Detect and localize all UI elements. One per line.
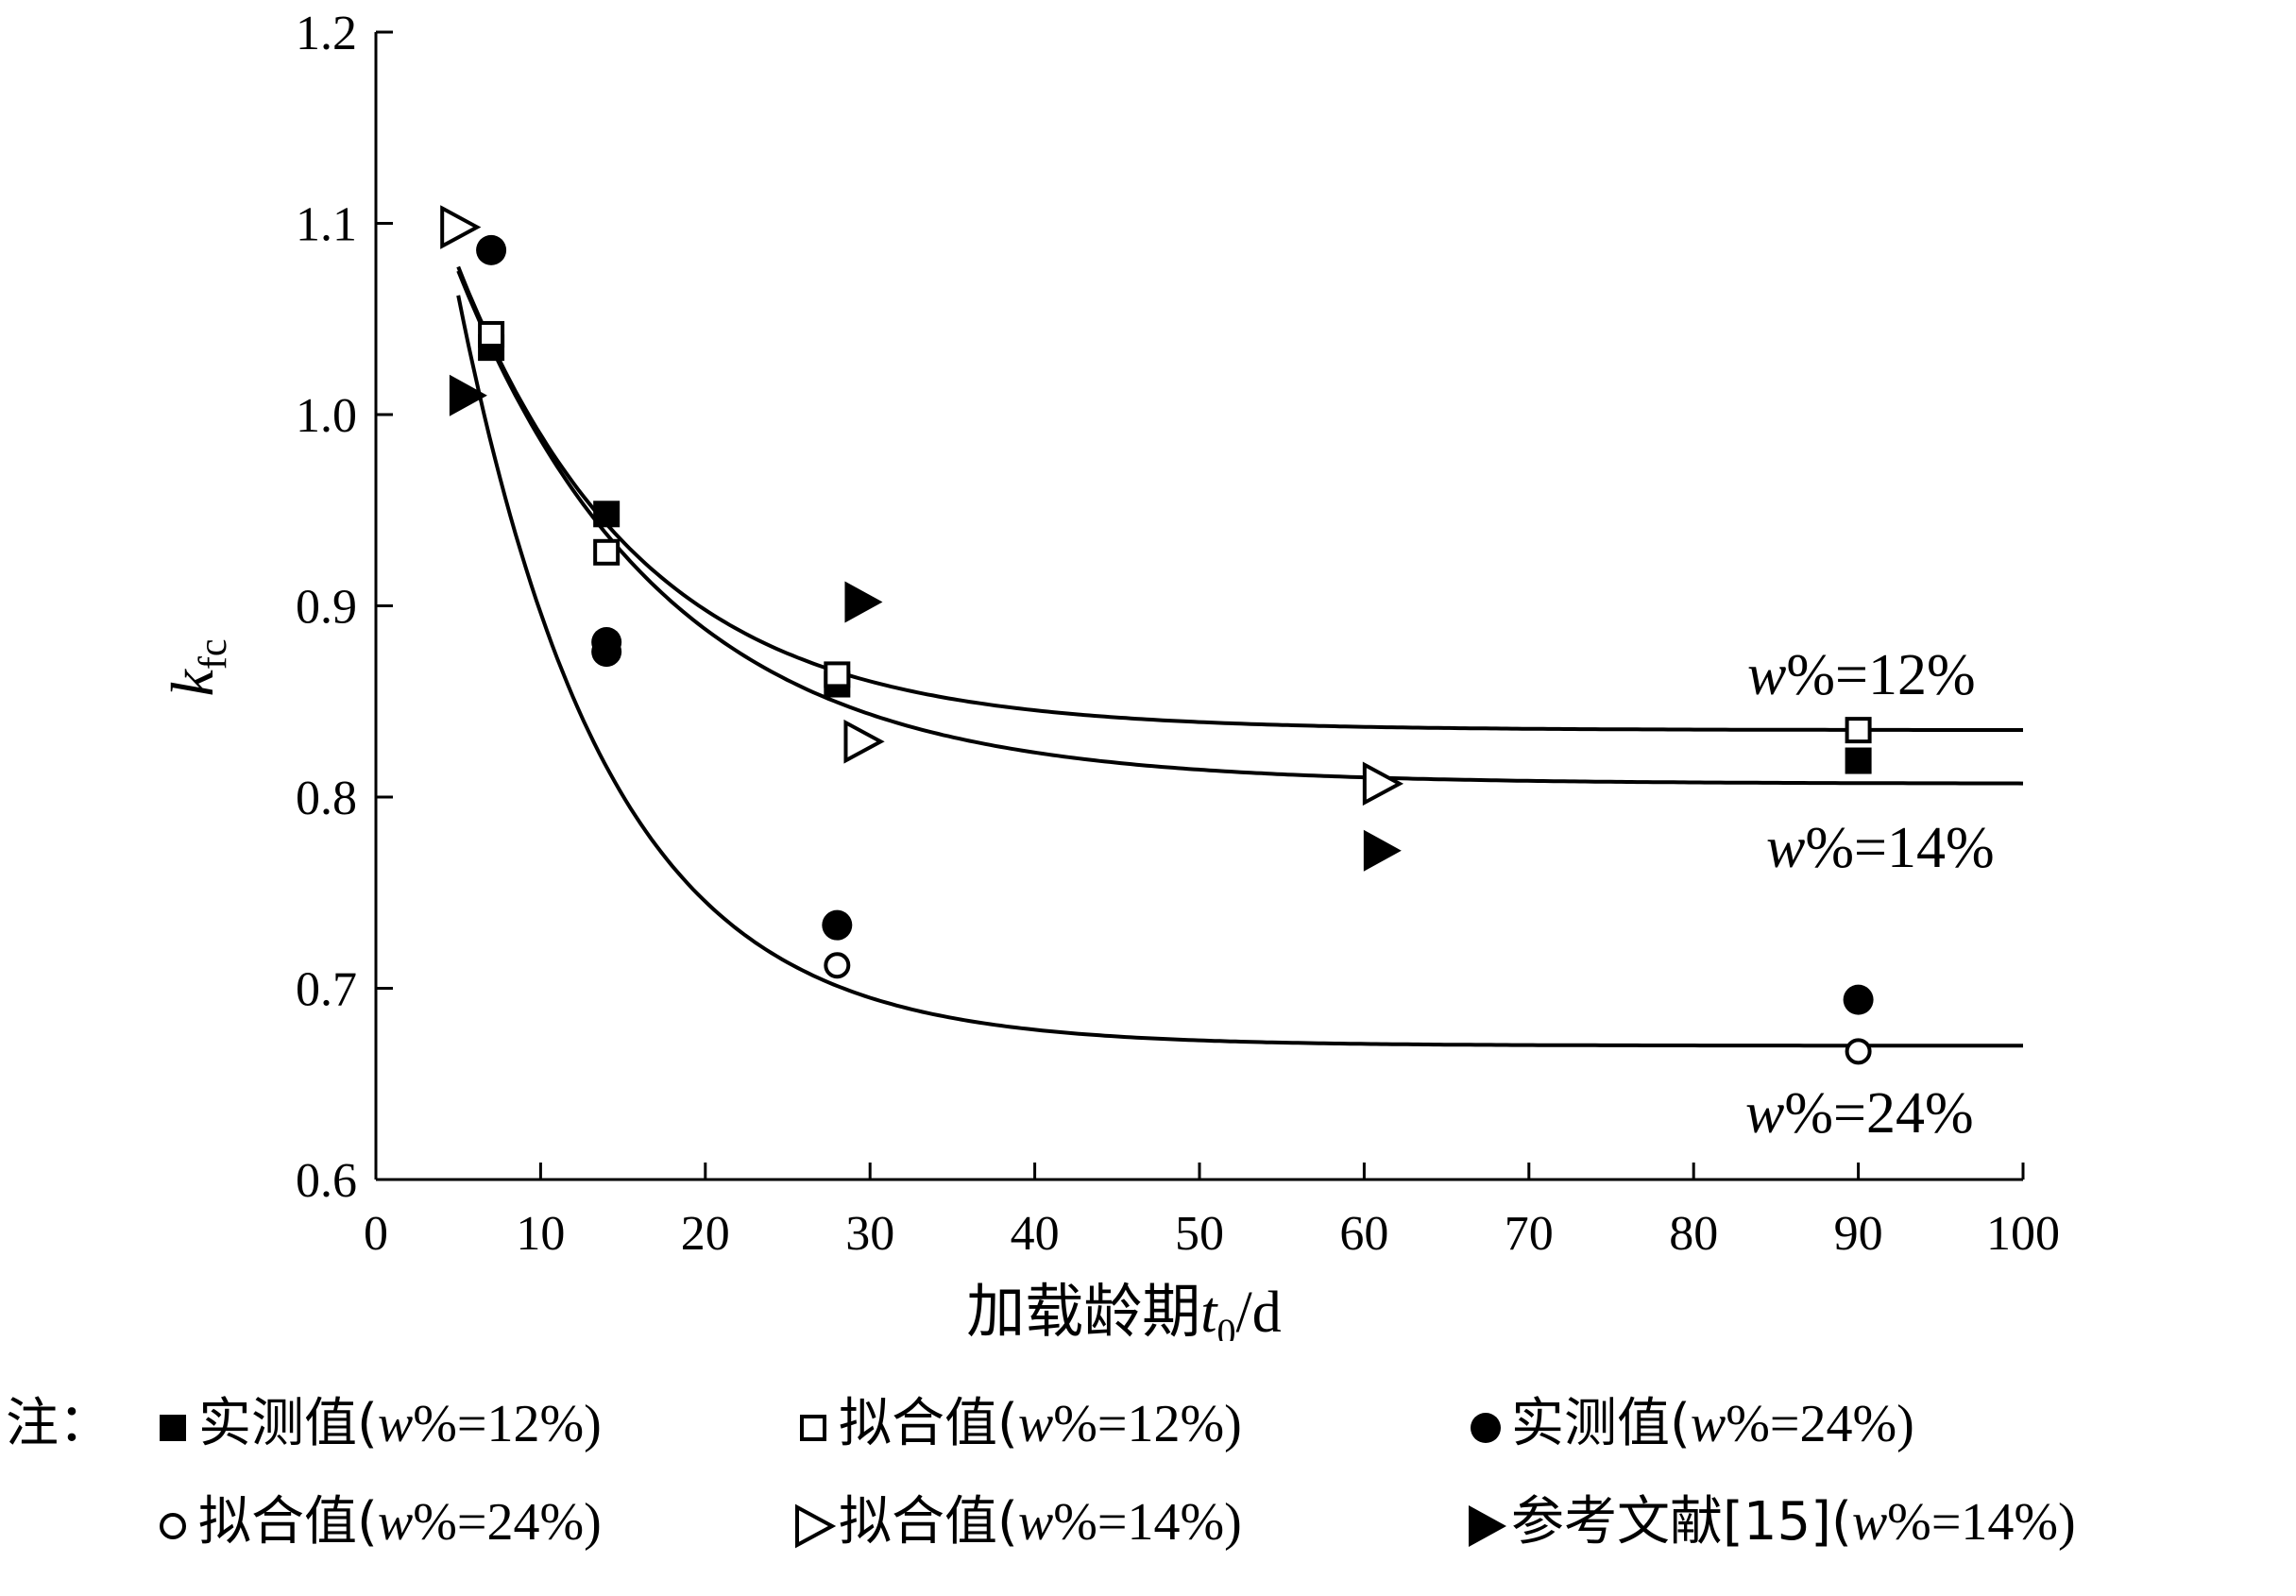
x-tick-label: 10: [516, 1207, 565, 1261]
open-triangle-marker: [440, 205, 482, 249]
x-axis-title: 加载龄期t0/d: [966, 1277, 1281, 1341]
data-points: [440, 205, 1874, 1065]
legend: 注： 实测值(w%=12%) 拟合值(w%=12%) 实测值(w%=24%) 拟合值…: [0, 1398, 2296, 1587]
legend-marker: [160, 1513, 186, 1539]
open-square-marker: [478, 320, 505, 348]
x-tick-label: 0: [364, 1207, 388, 1261]
filled-triangle-marker: [1363, 829, 1402, 872]
curve-label: w%=14%: [1766, 816, 1995, 880]
legend-row-1: 实测值(w%=12%) 拟合值(w%=12%) 实测值(w%=24%): [0, 1398, 2296, 1464]
y-tick-label: 0.7: [296, 963, 357, 1017]
filled-circle-marker: [591, 626, 622, 657]
open-circle-marker: [824, 952, 851, 979]
fitted-curve: [456, 265, 2023, 732]
x-tick-label: 30: [845, 1207, 894, 1261]
fitted-curve: [456, 270, 2024, 786]
legend-marker: [1471, 1413, 1501, 1443]
filled-square-marker: [160, 1415, 186, 1441]
open-square-marker: [593, 538, 621, 566]
x-tick-label: 80: [1669, 1207, 1718, 1261]
x-tick-label: 100: [1986, 1207, 2060, 1261]
open-circle-marker: [160, 1513, 186, 1539]
filled-square-marker: [593, 501, 621, 528]
legend-label: 拟合值(w%=12%): [839, 1393, 1242, 1454]
legend-marker: [1469, 1505, 1506, 1547]
curve-label: w%=12%: [1747, 643, 1976, 707]
filled-circle-marker: [822, 909, 853, 941]
legend-marker: [160, 1415, 186, 1441]
legend-label: 参考文献[15](w%=14%): [1511, 1491, 2076, 1553]
y-axis-title: kfc: [159, 638, 235, 696]
legend-marker: [795, 1503, 837, 1549]
filled-square-marker: [1845, 747, 1872, 774]
filled-triangle-marker: [1469, 1505, 1506, 1547]
legend-label: 拟合值(w%=24%): [198, 1491, 602, 1553]
y-tick-label: 1.2: [296, 7, 357, 60]
x-tick-label: 60: [1339, 1207, 1388, 1261]
filled-circle-marker: [1843, 984, 1874, 1015]
fitted-curve: [456, 295, 2023, 1048]
open-square-marker: [800, 1415, 826, 1441]
open-square-marker: [824, 661, 851, 688]
y-tick-label: 0.6: [296, 1154, 357, 1208]
filled-triangle-marker: [449, 374, 487, 416]
axes: 0 10 20 30 40 50 60 70 80 90 100 0.6 0.7 0.8 0.9 1.0 1.1…: [296, 7, 2060, 1261]
filled-triangle-marker: [844, 581, 883, 623]
x-tick-label: 90: [1834, 1207, 1883, 1261]
legend-label: 实测值(w%=12%): [198, 1393, 602, 1454]
filled-circle-marker: [476, 234, 507, 265]
x-tick-label: 50: [1175, 1207, 1224, 1261]
legend-marker: [800, 1415, 826, 1441]
legend-row-2: 拟合值(w%=24%) 拟合值(w%=14%) 参考文献[15](w%=14%): [0, 1496, 2296, 1562]
y-tick-label: 1.0: [296, 389, 357, 443]
x-tick-label: 40: [1011, 1207, 1060, 1261]
legend-prefix: 注：: [6, 1393, 111, 1454]
legend-label: 实测值(w%=24%): [1511, 1393, 1914, 1454]
chart: 0 10 20 30 40 50 60 70 80 90 100 0.6 0.7 0.8 0.9 1.0 1.1…: [159, 7, 2060, 1341]
open-triangle-marker: [843, 719, 885, 764]
open-triangle-marker: [795, 1503, 837, 1549]
open-triangle-marker: [1362, 761, 1404, 806]
y-tick-label: 0.8: [296, 772, 357, 825]
curve-labels: w%=12% w%=14% w%=24%: [1745, 643, 1995, 1146]
fitted-curves: [456, 265, 2024, 1048]
filled-circle-marker: [1471, 1413, 1501, 1443]
legend-label: 拟合值(w%=14%): [839, 1491, 1242, 1553]
open-square-marker: [1845, 717, 1872, 744]
y-tick-label: 1.1: [296, 198, 357, 252]
x-tick-label: 70: [1505, 1207, 1554, 1261]
open-circle-marker: [1845, 1038, 1872, 1065]
y-tick-label: 0.9: [296, 581, 357, 635]
x-tick-label: 20: [681, 1207, 730, 1261]
curve-label: w%=24%: [1745, 1081, 1974, 1146]
